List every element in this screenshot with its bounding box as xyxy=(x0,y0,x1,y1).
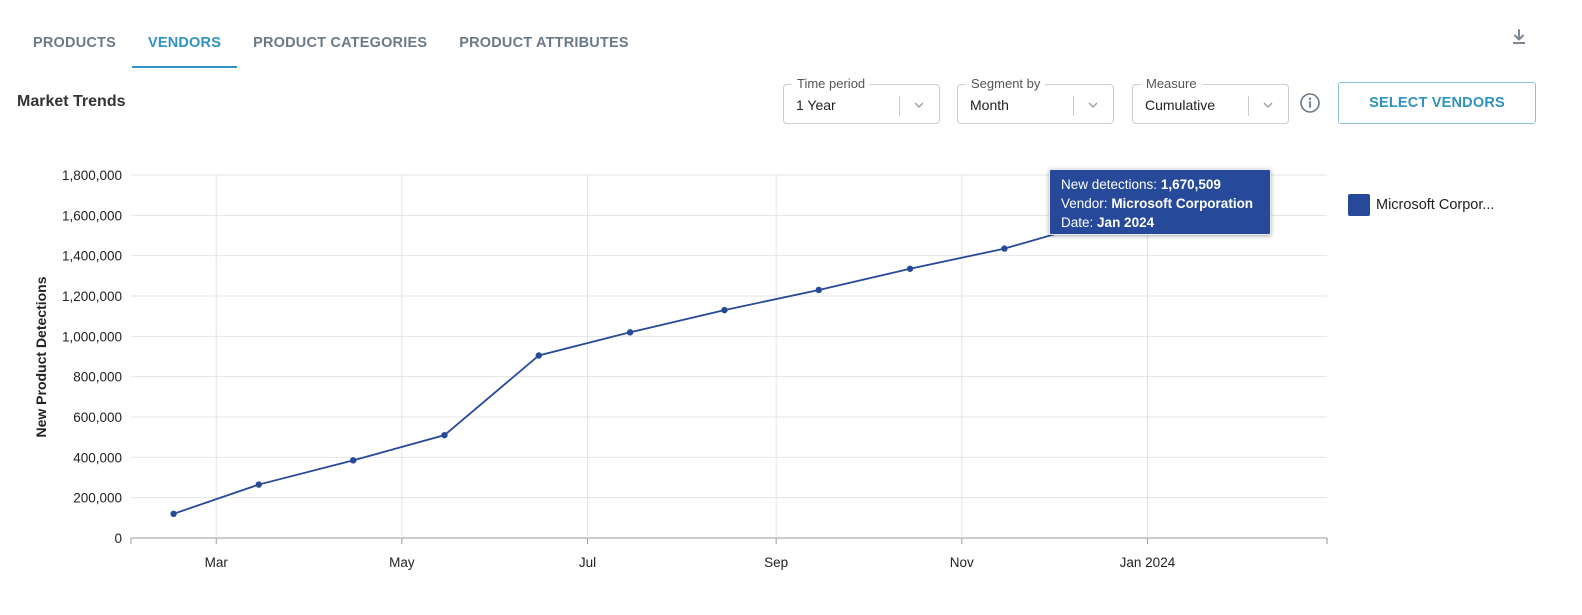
select-vendors-button[interactable]: SELECT VENDORS xyxy=(1338,82,1536,124)
data-point xyxy=(349,457,357,464)
y-tick-label: 800,000 xyxy=(73,370,122,385)
x-tick-label: May xyxy=(389,555,415,570)
x-tick-label: Mar xyxy=(205,555,229,570)
y-tick-label: 1,400,000 xyxy=(62,249,122,264)
series-line xyxy=(173,200,1191,515)
info-icon[interactable] xyxy=(1299,92,1321,114)
tooltip-date-label: Date: xyxy=(1061,215,1094,230)
segment-by-select[interactable]: Segment by Month xyxy=(957,76,1114,124)
y-tick-label: 1,800,000 xyxy=(62,168,122,183)
data-point xyxy=(1001,245,1008,252)
x-tick-label: Jan 2024 xyxy=(1120,555,1176,570)
data-point xyxy=(170,510,177,517)
tab-product-categories[interactable]: PRODUCT CATEGORIES xyxy=(253,35,428,51)
measure-select[interactable]: Measure Cumulative xyxy=(1132,76,1289,124)
y-tick-label: 1,600,000 xyxy=(62,208,122,223)
legend-label: Microsoft Corpor... xyxy=(1376,197,1495,213)
tooltip-vendor-value: Microsoft Corporation xyxy=(1111,196,1254,211)
measure-value: Cumulative xyxy=(1145,97,1216,113)
select-divider xyxy=(1248,96,1249,116)
y-tick-label: 600,000 xyxy=(73,410,122,425)
chevron-down-icon[interactable] xyxy=(1086,98,1100,112)
tooltip-vendor-label: Vendor: xyxy=(1061,196,1108,211)
select-divider xyxy=(1073,96,1074,116)
y-tick-label: 1,000,000 xyxy=(62,329,122,344)
tab-product-attributes[interactable]: PRODUCT ATTRIBUTES xyxy=(459,35,629,51)
download-icon[interactable] xyxy=(1508,26,1530,48)
tooltip-detections-label: New detections: xyxy=(1061,177,1158,192)
segment-by-value: Month xyxy=(970,97,1009,113)
data-point xyxy=(441,431,448,439)
x-tick-label: Jul xyxy=(579,555,596,570)
data-point xyxy=(906,265,914,272)
chevron-down-icon[interactable] xyxy=(912,98,926,112)
x-tick-label: Nov xyxy=(950,555,974,570)
data-point xyxy=(815,286,822,294)
chevron-down-icon[interactable] xyxy=(1261,98,1275,112)
chart-tooltip: New detections: 1,670,509 Vendor: Micros… xyxy=(1049,169,1271,235)
data-point xyxy=(626,329,634,336)
legend-item[interactable]: Microsoft Corpor... xyxy=(1348,194,1494,216)
time-period-label: Time period xyxy=(792,76,871,92)
select-divider xyxy=(899,96,900,116)
legend-swatch xyxy=(1348,194,1370,216)
line-chart: 0 200,000 400,000 600,000 800,000 1,000,000 1,… xyxy=(33,168,1328,570)
tooltip-date-value: Jan 2024 xyxy=(1097,215,1155,230)
page-title: Market Trends xyxy=(17,93,126,110)
data-point xyxy=(535,352,542,359)
y-tick-label: 400,000 xyxy=(73,450,122,465)
time-period-select[interactable]: Time period 1 Year xyxy=(783,76,940,124)
data-point xyxy=(721,306,728,314)
measure-label: Measure xyxy=(1141,76,1202,92)
y-tick-label: 200,000 xyxy=(73,491,122,506)
data-point xyxy=(255,481,263,488)
tab-bar: PRODUCTS VENDORS PRODUCT CATEGORIES PROD… xyxy=(17,24,645,68)
tab-products[interactable]: PRODUCTS xyxy=(33,35,116,51)
segment-by-label: Segment by xyxy=(966,76,1046,92)
y-axis-title: New Product Detections xyxy=(33,276,49,437)
y-tick-label: 0 xyxy=(114,531,122,546)
time-period-value: 1 Year xyxy=(796,97,836,113)
tab-vendors[interactable]: VENDORS xyxy=(131,24,238,68)
x-tick-label: Sep xyxy=(764,555,788,570)
tooltip-detections-value: 1,670,509 xyxy=(1160,177,1221,192)
y-tick-label: 1,200,000 xyxy=(62,289,122,304)
